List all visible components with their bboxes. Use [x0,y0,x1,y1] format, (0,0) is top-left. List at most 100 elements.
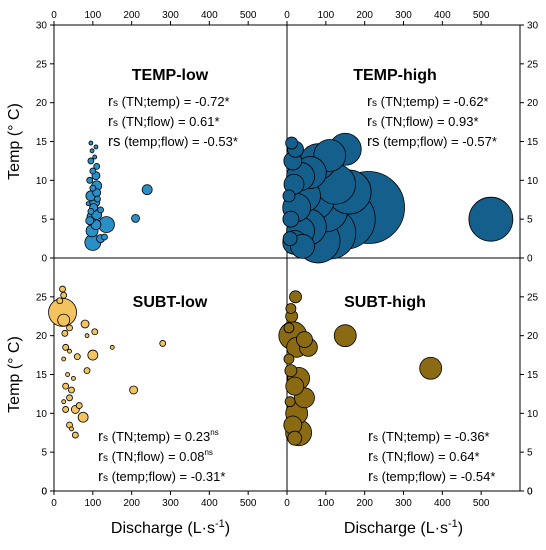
bubble-point [419,356,443,380]
bubble-point [141,184,153,196]
y-tick-label-right: 0 [527,254,533,265]
x-tick-label-top: 100 [84,10,101,21]
bubble-point [282,231,298,246]
x-tick-label-bottom: 400 [201,498,218,509]
y-tick-label-left: 0 [41,487,47,498]
x-tick-label-top: 400 [434,10,451,21]
bubble-point [65,372,70,377]
bubble-point [62,343,70,351]
y-tick-label-left: 10 [36,176,48,187]
y-axis-title: Temp (° C) [6,336,23,413]
bubble-point [85,216,95,226]
bubble-point [80,319,90,329]
x-axis-title: Discharge (L·s-1) [344,518,463,537]
bubble-point [93,144,99,150]
y-tick-label-left: 0 [41,487,47,498]
y-tick-label-right: 25 [527,292,539,303]
x-tick-label-bottom: 300 [162,498,179,509]
x-tick-label-top: 0 [284,10,290,21]
panel-temp-low [84,140,153,251]
bubble-point [61,329,69,337]
panel-title: SUBT-low [133,294,208,311]
bubble-point [66,324,73,332]
bubble-point [86,176,94,184]
y-tick-label-left: 15 [36,137,48,148]
bubble-point [468,196,514,242]
x-tick-label-bottom: 500 [240,498,257,509]
stat-line: rs (temp;flow) = -0.31* [98,468,225,485]
bubble-point [101,233,108,241]
bubble-point [61,356,67,362]
stat-line: rs (TN;flow) = 0.61* [108,113,220,130]
stat-line: rs (TN;temp) = -0.36* [368,428,490,445]
bubble-point [73,353,81,361]
bubble-point [159,340,167,347]
bubble-point [296,331,313,348]
bubble-point [66,394,73,402]
bubble-point [62,382,70,390]
y-tick-label-right: 20 [527,98,539,109]
x-tick-label-top: 0 [51,10,57,21]
stat-line: rs (temp;flow) = -0.57* [367,133,497,150]
y-tick-label-right: 5 [527,215,533,226]
bubble-point [56,297,64,305]
stat-line: rs (TN;temp) = 0.23ns [98,428,219,445]
panel-title: TEMP-high [353,67,437,84]
bubble-point [287,430,303,446]
x-tick-label-bottom: 500 [473,498,490,509]
y-tick-label-left: 20 [36,331,48,342]
y-tick-label-left: 25 [36,292,48,303]
bubble-point [131,213,140,223]
x-tick-label-bottom: 100 [84,498,101,509]
bubble-point [75,402,83,409]
bubble-point [71,431,79,439]
bubble-point [62,406,70,413]
panel-title: SUBT-high [344,294,426,311]
bubble-point [67,348,72,354]
x-tick-label-bottom: 100 [317,498,334,509]
x-tick-label-top: 200 [123,10,140,21]
y-tick-label-left: 30 [36,21,48,32]
bubble-point [89,148,95,154]
bubble-point [129,385,139,395]
bubble-point [89,167,97,175]
bubble-point [91,328,99,336]
bubble-point [283,322,295,334]
panel-title: TEMP-low [132,67,209,84]
x-tick-label-top: 200 [356,10,373,21]
y-tick-label-left: 15 [36,370,48,381]
stat-line: rs (temp;flow) = -0.53* [108,133,238,150]
stat-line: rs (TN;flow) = 0.64* [368,448,480,465]
x-tick-label-bottom: 200 [356,498,373,509]
panel-subt-high [278,290,443,447]
bubble-point [84,333,90,339]
bubble-point [92,154,98,160]
y-tick-label-right: 0 [527,487,533,498]
bubble-point [69,426,74,432]
x-tick-label-top: 300 [162,10,179,21]
y-tick-label-right: 30 [527,21,539,32]
y-tick-label-right: 15 [527,370,539,381]
x-tick-label-bottom: 0 [51,498,57,509]
y-tick-label-right: 10 [527,409,539,420]
y-tick-label-left: 5 [41,215,47,226]
bubble-point [285,376,305,396]
x-tick-label-bottom: 0 [284,498,290,509]
bubble-point [59,285,66,293]
bubble-point [333,324,357,348]
bubble-point [93,162,101,170]
y-tick-label-right: 25 [527,59,539,70]
x-tick-label-top: 400 [201,10,218,21]
x-axis-title: Discharge (L·s-1) [111,518,230,537]
y-tick-label-left: 0 [41,254,47,265]
bubble-point [61,399,67,405]
bubble-point [87,349,99,361]
bubble-point [282,210,300,228]
bubble-point [71,375,76,381]
bubble-point [109,344,115,350]
x-tick-label-top: 300 [395,10,412,21]
y-tick-label-left: 25 [36,59,48,70]
bubble-point [57,313,71,327]
